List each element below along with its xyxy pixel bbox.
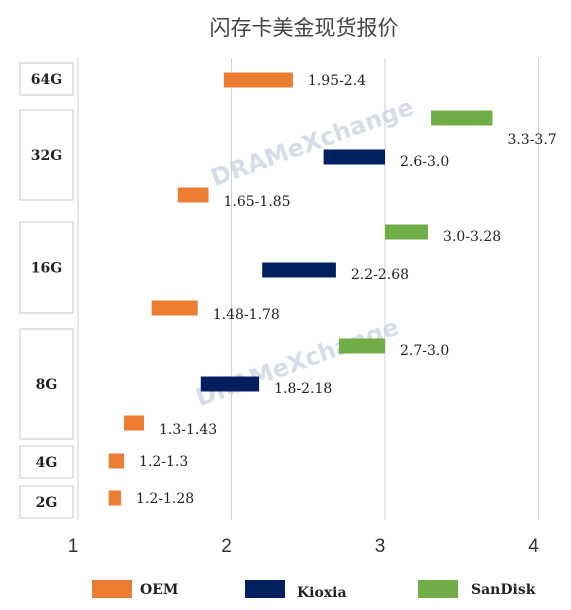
- group-label-2g: 2G: [36, 495, 58, 511]
- bar-2g-oem: [108, 490, 121, 506]
- group-box-4g: [19, 445, 74, 479]
- value-label-8g-oem: 1.3-1.43: [159, 422, 217, 438]
- value-label-16g-sandisk: 3.0-3.28: [443, 229, 501, 245]
- legend-label-sandisk: SanDisk: [471, 582, 536, 598]
- bar-64g-oem: [223, 72, 293, 88]
- bar-8g-oem: [124, 415, 145, 431]
- group-label-layer: 64G 32G 16G 8G 4G 2G: [19, 62, 74, 519]
- legend-label-kioxia: Kioxia: [297, 585, 347, 601]
- watermark-text: DRAMeXchange: [192, 313, 402, 412]
- group-label-4g: 4G: [36, 455, 58, 471]
- value-label-32g-sandisk: 3.3-3.7: [507, 132, 556, 148]
- watermark-text: DRAMeXchange: [207, 93, 417, 192]
- grid-layer: [77, 58, 539, 520]
- legend-swatch-oem: [92, 580, 132, 598]
- bar-16g-oem: [151, 300, 198, 316]
- group-label-32g: 32G: [31, 148, 62, 164]
- value-label-32g-kioxia: 2.6-3.0: [400, 154, 449, 170]
- watermark-layer: DRAMeXchange DRAMeXchange: [192, 93, 417, 412]
- value-label-32g-oem: 1.65-1.85: [223, 194, 290, 210]
- group-box-16g: [19, 221, 74, 314]
- bar-32g-kioxia: [323, 149, 385, 165]
- group-box-2g: [19, 485, 74, 519]
- legend-swatch-sandisk: [418, 580, 458, 598]
- group-label-16g: 16G: [31, 261, 62, 277]
- tick-label-layer: 1 2 3 4: [68, 536, 540, 557]
- bar-16g-kioxia: [262, 262, 336, 278]
- bar-8g-sandisk: [338, 338, 385, 354]
- bar-4g-oem: [108, 453, 125, 469]
- bar-8g-kioxia: [200, 376, 260, 392]
- value-label-16g-kioxia: 2.2-2.68: [351, 267, 409, 283]
- value-label-4g-oem: 1.2-1.3: [139, 454, 188, 470]
- legend: OEM Kioxia SanDisk: [92, 580, 536, 601]
- x-tick-label-2: 2: [221, 536, 232, 557]
- value-label-16g-oem: 1.48-1.78: [213, 307, 280, 323]
- group-box-64g: [19, 62, 74, 96]
- group-box-8g: [19, 328, 74, 440]
- value-label-2g-oem: 1.2-1.28: [136, 491, 194, 507]
- group-label-64g: 64G: [31, 72, 62, 88]
- bar-layer: 1.95-2.4 3.3-3.7 2.6-3.0 1.65-1.85 3.0-3.28 2…: [108, 72, 557, 507]
- legend-swatch-kioxia: [245, 580, 285, 598]
- value-label-8g-sandisk: 2.7-3.0: [400, 343, 449, 359]
- x-tick-label-1: 1: [68, 536, 79, 557]
- group-box-32g: [19, 109, 74, 201]
- value-label-8g-kioxia: 1.8-2.18: [274, 381, 332, 397]
- value-label-64g-oem: 1.95-2.4: [308, 73, 366, 89]
- legend-label-oem: OEM: [140, 582, 178, 598]
- x-tick-label-4: 4: [528, 536, 539, 557]
- x-tick-label-3: 3: [375, 536, 386, 557]
- group-label-8g: 8G: [36, 377, 58, 393]
- bar-32g-sandisk: [431, 110, 493, 126]
- bar-32g-oem: [177, 187, 209, 203]
- chart-title: 闪存卡美金现货报价: [210, 16, 399, 40]
- bar-16g-sandisk: [385, 224, 428, 240]
